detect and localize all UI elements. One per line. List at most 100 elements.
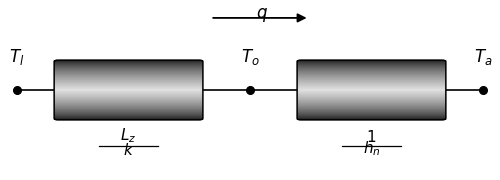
Bar [297,69,446,70]
Bar [54,69,203,70]
Bar [54,103,203,104]
Bar [297,94,446,95]
Bar [297,102,446,103]
Bar [54,61,203,62]
Bar [297,104,446,105]
Bar [297,81,446,82]
Bar [297,99,446,100]
Text: $L_z$: $L_z$ [120,126,136,145]
Bar [297,87,446,88]
Bar [54,90,203,91]
Bar [54,70,203,71]
Bar [297,93,446,94]
Bar [297,90,446,91]
Bar [54,113,203,114]
Bar [54,83,203,84]
Bar [54,98,203,99]
Bar [54,110,203,111]
Bar [297,100,446,101]
Text: $T_o$: $T_o$ [240,47,260,67]
Bar [297,70,446,71]
Bar [297,66,446,67]
Text: $1$: $1$ [366,129,376,145]
Bar [54,68,203,69]
Bar [297,112,446,113]
Bar [54,75,203,76]
Bar [54,72,203,73]
Bar [54,62,203,63]
Bar [54,111,203,112]
Bar [54,82,203,83]
Bar [54,88,203,89]
Bar [54,85,203,86]
Bar [297,76,446,77]
Bar [54,74,203,75]
Bar [54,92,203,93]
Bar [54,86,203,87]
Bar [297,73,446,74]
Bar [54,95,203,96]
Bar [297,103,446,104]
Bar [54,105,203,106]
Bar [54,100,203,101]
Bar [297,119,446,120]
Bar [54,60,203,61]
Bar [54,107,203,108]
Bar [54,78,203,79]
Bar [54,76,203,77]
Bar [297,64,446,65]
Bar [297,118,446,119]
Bar [297,63,446,64]
Bar [297,84,446,85]
Bar [54,114,203,115]
Bar [54,106,203,107]
Bar [297,79,446,80]
Bar [54,119,203,120]
Bar [297,98,446,99]
Bar [297,116,446,117]
Bar [54,84,203,85]
Bar [54,97,203,98]
Bar [297,113,446,114]
Bar [297,109,446,110]
Bar [297,77,446,78]
Bar [297,62,446,63]
Bar [54,81,203,82]
Bar [54,109,203,110]
Bar [54,73,203,74]
Bar [297,83,446,84]
Bar [297,68,446,69]
Bar [54,117,203,118]
Bar [54,108,203,109]
Text: $k$: $k$ [123,142,134,158]
Bar [297,71,446,72]
Bar [297,114,446,115]
Bar [54,89,203,90]
Bar [297,88,446,89]
Bar [54,63,203,64]
Bar [54,79,203,80]
Bar [54,99,203,100]
Bar [54,67,203,68]
Bar [297,95,446,96]
Bar [297,67,446,68]
Bar [54,104,203,105]
Text: $T_a$: $T_a$ [474,47,492,67]
Bar [297,85,446,86]
Bar [297,82,446,83]
Text: $q$: $q$ [256,6,268,24]
Bar [297,86,446,87]
Bar [54,101,203,102]
Bar [297,61,446,62]
Bar [297,92,446,93]
Bar [54,116,203,117]
Text: $h_n$: $h_n$ [362,139,380,158]
Bar [297,60,446,61]
Bar [297,89,446,90]
Bar [297,91,446,92]
Bar [54,64,203,65]
Bar [297,117,446,118]
Bar [297,97,446,98]
Bar [54,118,203,119]
Bar [297,75,446,76]
